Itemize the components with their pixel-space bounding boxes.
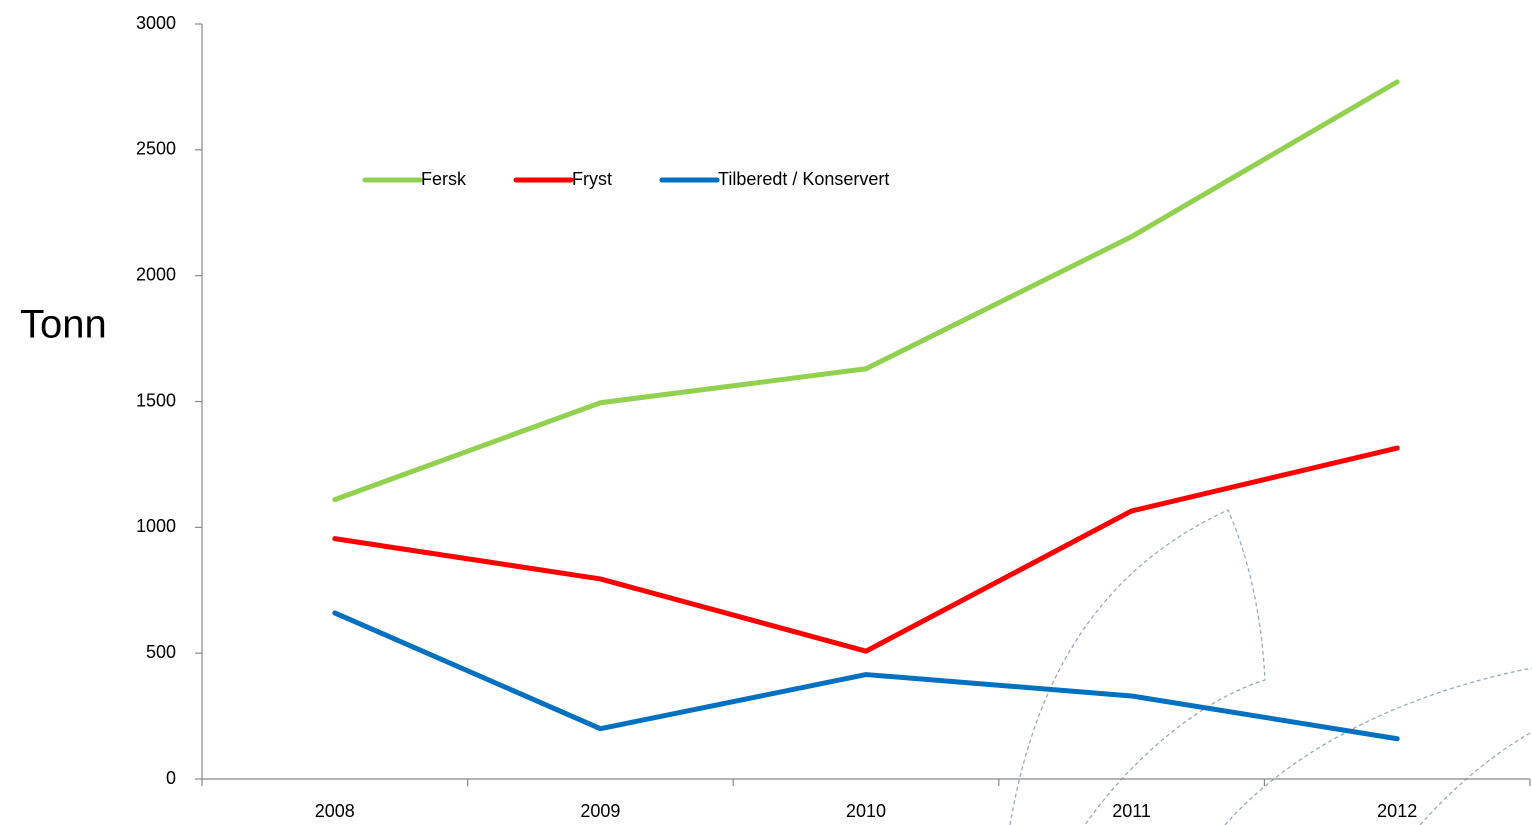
decoration <box>1009 509 1532 825</box>
y-tick-label: 500 <box>146 642 176 662</box>
y-tick-label: 2000 <box>136 264 176 284</box>
x-tick-label: 2009 <box>580 801 620 821</box>
y-tick-label: 0 <box>166 768 176 788</box>
legend-label: Fersk <box>421 169 467 189</box>
y-tick-label: 1500 <box>136 390 176 410</box>
x-tick-label: 2010 <box>846 801 886 821</box>
y-tick-label: 1000 <box>136 516 176 536</box>
y-tick-label: 2500 <box>136 139 176 159</box>
series-line <box>332 79 1400 503</box>
x-tick-label: 2008 <box>315 801 355 821</box>
series-line <box>332 445 1400 654</box>
y-axis-label: Tonn <box>20 303 107 347</box>
x-tick-label: 2012 <box>1377 801 1417 821</box>
legend-label: Fryst <box>572 169 612 189</box>
y-tick-label: 3000 <box>136 13 176 33</box>
x-tick-label: 2011 <box>1112 801 1151 821</box>
series-line <box>332 610 1400 742</box>
legend-label: Tilberedt / Konservert <box>718 169 889 189</box>
